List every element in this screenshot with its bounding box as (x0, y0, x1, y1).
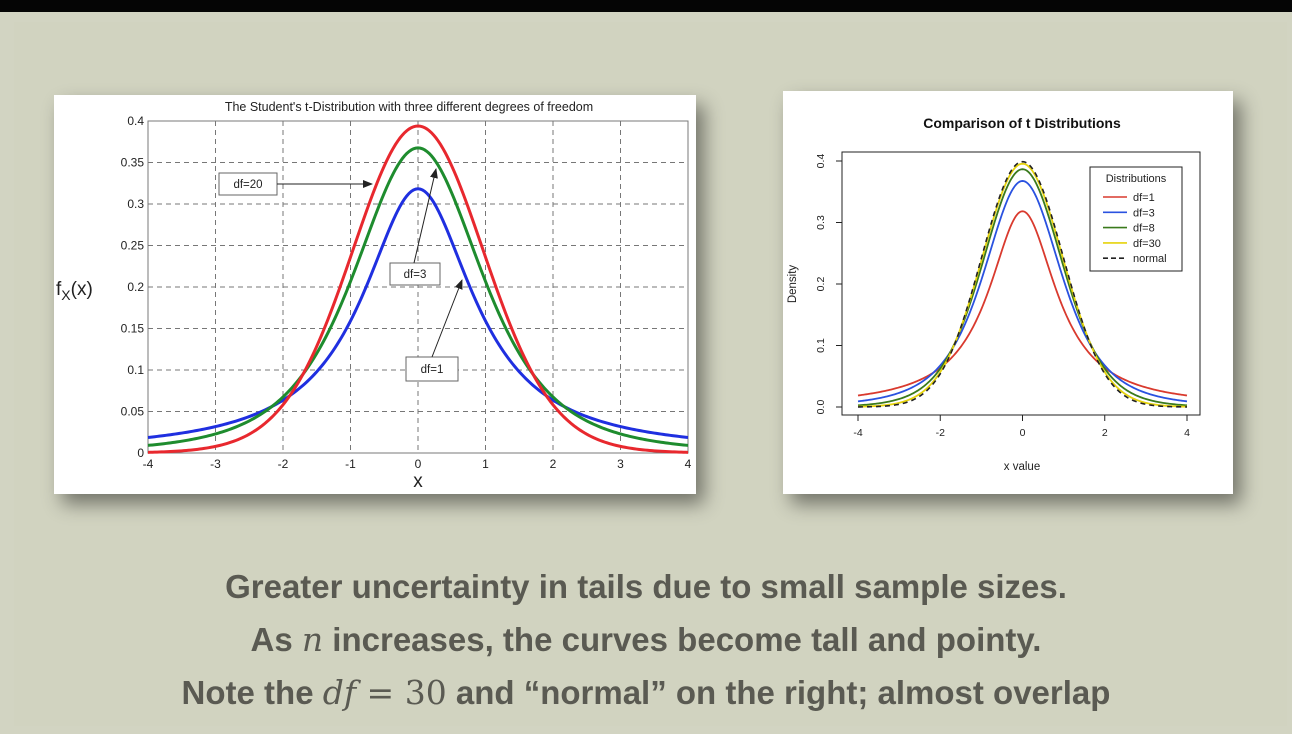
caption-line-2-a: As (250, 621, 302, 658)
series-line-normal (857, 160, 1188, 408)
y-tick-label: 0.1 (815, 338, 827, 353)
legend-label: df=30 (1133, 238, 1161, 250)
legend-box (1089, 166, 1183, 272)
series-line-df3 (147, 146, 689, 447)
caption-line-3-a: Note the (181, 674, 323, 711)
chart-title: The Student's t-Distribution with three … (225, 100, 593, 114)
series-line-df30 (857, 162, 1188, 408)
annotation-box (405, 356, 459, 382)
caption-line-2-b: increases, the curves become tall and po… (323, 621, 1042, 658)
y-tick-label: 0.2 (127, 280, 144, 294)
right-chart-panel: Comparison of t Distributions -4 -2 0 2 4 x va… (783, 91, 1233, 494)
caption-math-eq: = 30 (356, 673, 447, 712)
x-tick-label: -4 (143, 457, 154, 471)
annotation-label: df=3 (404, 269, 427, 281)
series-line-df3 (857, 180, 1188, 403)
y-tick-label: 0.3 (815, 215, 827, 230)
series-line-df1 (857, 210, 1188, 397)
top-black-bar (0, 0, 1292, 12)
right-chart: Comparison of t Distributions -4 -2 0 2 4 x va… (787, 115, 1201, 473)
legend-label: normal (1133, 253, 1167, 265)
legend-label: df=8 (1133, 223, 1155, 235)
x-axis-label: x (413, 471, 423, 492)
x-tick-label: 3 (617, 457, 624, 471)
annotation-arrow (431, 279, 463, 358)
x-tick-label: -3 (210, 457, 221, 471)
y-tick-label: 0.0 (815, 400, 827, 415)
y-tick-label: 0.2 (815, 277, 827, 292)
y-tick-label: 0.05 (121, 405, 145, 419)
annotation-label: df=1 (421, 364, 444, 376)
caption-line-2: As n increases, the curves become tall a… (0, 613, 1292, 666)
chart-title: Comparison of t Distributions (923, 115, 1121, 131)
slide-caption: Greater uncertainty in tails due to smal… (0, 560, 1292, 719)
annotation-label: df=20 (233, 179, 262, 191)
series-line-df8 (857, 168, 1188, 407)
annotation-arrow (413, 168, 438, 264)
annotation-box (389, 262, 441, 286)
y-tick-label: 0.4 (127, 114, 144, 128)
caption-line-1-text: Greater uncertainty in tails due to smal… (225, 568, 1067, 605)
legend-label: df=1 (1133, 192, 1155, 204)
caption-line-3-b: and “normal” on the right; almost overla… (446, 674, 1111, 711)
y-axis-label: fX(x) (56, 279, 93, 303)
y-tick-label: 0.15 (121, 322, 145, 336)
caption-math-df: df (322, 673, 357, 712)
y-tick-label: 0.1 (127, 363, 144, 377)
caption-line-3: Note the df = 30 and “normal” on the rig… (0, 666, 1292, 719)
series-line-df1 (147, 187, 689, 439)
x-tick-label: 0 (1020, 427, 1026, 439)
x-tick-label: 4 (1184, 427, 1190, 439)
legend-label: df=3 (1133, 207, 1155, 219)
y-tick-label: 0.25 (121, 239, 145, 253)
y-tick-label: 0 (137, 446, 144, 460)
x-tick-label: 4 (685, 457, 692, 471)
series-line-df20 (147, 124, 689, 454)
y-tick-label: 0.4 (815, 154, 827, 169)
x-axis-label: x value (1004, 461, 1040, 473)
x-tick-label: -4 (853, 427, 862, 439)
left-chart: -4 -3 -2 -1 0 1 2 3 4 0 0.05 0.1 0.15 0.2 0.25 0.3 0.35 0… (56, 100, 692, 492)
x-tick-label: -1 (345, 457, 356, 471)
y-tick-label: 0.35 (121, 156, 145, 170)
legend-title: Distributions (1106, 173, 1167, 185)
x-tick-label: 2 (550, 457, 557, 471)
x-tick-label: 0 (415, 457, 422, 471)
x-tick-label: 1 (482, 457, 489, 471)
x-tick-label: -2 (936, 427, 945, 439)
caption-math-n: n (301, 620, 324, 659)
left-chart-panel: -4 -3 -2 -1 0 1 2 3 4 0 0.05 0.1 0.15 0.2 0.25 0.3 0.35 0… (54, 95, 696, 494)
y-tick-label: 0.3 (127, 197, 144, 211)
x-tick-label: 2 (1102, 427, 1108, 439)
x-tick-label: -2 (278, 457, 289, 471)
caption-line-1: Greater uncertainty in tails due to smal… (0, 560, 1292, 613)
y-axis-label: Density (787, 265, 799, 304)
